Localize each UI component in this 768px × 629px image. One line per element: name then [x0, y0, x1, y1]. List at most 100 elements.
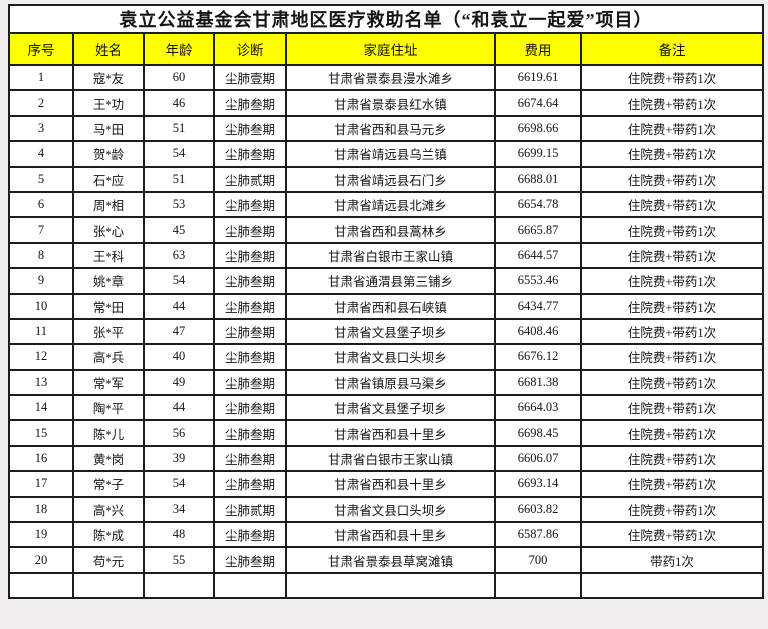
table-row: 2 王*功 46 尘肺叁期 甘肃省景泰县红水镇 6674.64 住院费+带药1次: [8, 89, 765, 117]
cell-fee: 6553.46: [494, 267, 582, 295]
cell-note: 住院费+带药1次: [579, 317, 765, 346]
cell-note: 住院费+带药1次: [579, 495, 765, 524]
cell-age: 53: [143, 190, 215, 219]
cell-name: 常*田: [72, 292, 145, 320]
cell-index: 16: [8, 444, 74, 473]
column-header-age: 年龄: [143, 32, 215, 66]
cell-index: 14: [8, 394, 74, 422]
cell-address: 甘肃省景泰县草窝滩镇: [285, 546, 496, 574]
cell-address: 甘肃省景泰县红水镇: [285, 89, 496, 117]
cell-index: 1: [8, 63, 74, 92]
cell-index: 5: [8, 165, 74, 193]
cell-address: 甘肃省西和县蒿林乡: [285, 216, 496, 244]
cell-fee: 6698.45: [494, 419, 582, 447]
cell-diagnosis: 尘肺叁期: [213, 292, 287, 320]
table-row: 17 常*子 54 尘肺叁期 甘肃省西和县十里乡 6693.14 住院费+带药1次: [8, 470, 765, 498]
cell-diagnosis: 尘肺叁期: [213, 368, 287, 397]
cell-fee: 6693.14: [494, 470, 582, 498]
cell-diagnosis: 尘肺叁期: [213, 546, 287, 574]
cell-diagnosis: 尘肺叁期: [213, 114, 287, 143]
medical-aid-table: 袁立公益基金会甘肃地区医疗救助名单（“和袁立一起爱”项目） 序号 姓名 年龄 诊断 家庭…: [7, 4, 765, 599]
cell-fee: 6665.87: [494, 216, 582, 244]
cell-address: 甘肃省西和县十里乡: [285, 419, 496, 447]
cell-diagnosis: 尘肺贰期: [213, 165, 287, 193]
cell-name: 王*功: [72, 89, 145, 117]
cell-note: 住院费+带药1次: [579, 114, 765, 143]
table-row: 8 王*科 63 尘肺叁期 甘肃省白银市王家山镇 6644.57 住院费+带药1次: [8, 241, 765, 270]
table-row: 19 陈*成 48 尘肺叁期 甘肃省西和县十里乡 6587.86 住院费+带药1次: [8, 521, 765, 549]
cell-name: 贺*龄: [72, 140, 145, 168]
cell-note: 住院费+带药1次: [579, 343, 765, 371]
cell-diagnosis: 尘肺壹期: [213, 63, 287, 92]
spreadsheet: 袁立公益基金会甘肃地区医疗救助名单（“和袁立一起爱”项目） 序号 姓名 年龄 诊断 家庭…: [7, 4, 765, 599]
cell-fee: 6698.66: [494, 114, 582, 143]
table-row: 12 高*兵 40 尘肺叁期 甘肃省文县口头坝乡 6676.12 住院费+带药1次: [8, 343, 765, 371]
cell-diagnosis: 尘肺叁期: [213, 521, 287, 549]
table-row: 20 苟*元 55 尘肺叁期 甘肃省景泰县草窝滩镇 700 带药1次: [8, 546, 765, 574]
cell-name: 高*兵: [72, 343, 145, 371]
cell-address: 甘肃省西和县十里乡: [285, 521, 496, 549]
cell-name: 石*应: [72, 165, 145, 193]
cell-index: 8: [8, 241, 74, 270]
cell-diagnosis: 尘肺叁期: [213, 241, 287, 270]
cell-name: 陶*平: [72, 394, 145, 422]
cell-note: 住院费+带药1次: [579, 89, 765, 117]
cell-fee: 6603.82: [494, 495, 582, 524]
cell-note: 住院费+带药1次: [579, 140, 765, 168]
cell-empty: [579, 571, 765, 599]
cell-note: 住院费+带药1次: [579, 267, 765, 295]
cell-name: 苟*元: [72, 546, 145, 574]
table-row: 10 常*田 44 尘肺叁期 甘肃省西和县石峡镇 6434.77 住院费+带药1次: [8, 292, 765, 320]
cell-age: 40: [143, 343, 215, 371]
cell-diagnosis: 尘肺叁期: [213, 444, 287, 473]
cell-empty: [72, 571, 145, 599]
cell-age: 48: [143, 521, 215, 549]
cell-fee: 6699.15: [494, 140, 582, 168]
cell-index: 18: [8, 495, 74, 524]
table-row: 5 石*应 51 尘肺贰期 甘肃省靖远县石门乡 6688.01 住院费+带药1次: [8, 165, 765, 193]
cell-index: 4: [8, 140, 74, 168]
column-header-row: 序号 姓名 年龄 诊断 家庭住址 费用 备注: [8, 32, 765, 66]
cell-age: 54: [143, 140, 215, 168]
cell-address: 甘肃省文县口头坝乡: [285, 343, 496, 371]
cell-index: 12: [8, 343, 74, 371]
cell-address: 甘肃省白银市王家山镇: [285, 241, 496, 270]
table-row: 1 寇*友 60 尘肺壹期 甘肃省景泰县漫水滩乡 6619.61 住院费+带药1次: [8, 63, 765, 92]
cell-fee: 6664.03: [494, 394, 582, 422]
column-header-diagnosis: 诊断: [213, 32, 287, 66]
table-row: 11 张*平 47 尘肺叁期 甘肃省文县堡子坝乡 6408.46 住院费+带药1次: [8, 317, 765, 346]
cell-name: 王*科: [72, 241, 145, 270]
cell-note: 住院费+带药1次: [579, 521, 765, 549]
cell-age: 51: [143, 165, 215, 193]
cell-fee: 6434.77: [494, 292, 582, 320]
cell-index: 15: [8, 419, 74, 447]
cell-name: 张*平: [72, 317, 145, 346]
cell-note: 住院费+带药1次: [579, 470, 765, 498]
partial-empty-row: [8, 571, 765, 599]
cell-fee: 700: [494, 546, 582, 574]
cell-name: 姚*章: [72, 267, 145, 295]
cell-fee: 6654.78: [494, 190, 582, 219]
cell-empty: [143, 571, 215, 599]
cell-name: 马*田: [72, 114, 145, 143]
cell-note: 住院费+带药1次: [579, 63, 765, 92]
cell-age: 51: [143, 114, 215, 143]
cell-name: 张*心: [72, 216, 145, 244]
cell-index: 7: [8, 216, 74, 244]
cell-diagnosis: 尘肺叁期: [213, 394, 287, 422]
cell-address: 甘肃省西和县马元乡: [285, 114, 496, 143]
cell-address: 甘肃省西和县石峡镇: [285, 292, 496, 320]
cell-age: 45: [143, 216, 215, 244]
cell-note: 住院费+带药1次: [579, 165, 765, 193]
cell-index: 6: [8, 190, 74, 219]
cell-diagnosis: 尘肺叁期: [213, 343, 287, 371]
cell-fee: 6408.46: [494, 317, 582, 346]
cell-note: 住院费+带药1次: [579, 241, 765, 270]
table-row: 3 马*田 51 尘肺叁期 甘肃省西和县马元乡 6698.66 住院费+带药1次: [8, 114, 765, 143]
cell-empty: [285, 571, 496, 599]
column-header-note: 备注: [579, 32, 765, 66]
cell-fee: 6681.38: [494, 368, 582, 397]
cell-diagnosis: 尘肺贰期: [213, 495, 287, 524]
cell-address: 甘肃省靖远县乌兰镇: [285, 140, 496, 168]
cell-name: 常*军: [72, 368, 145, 397]
